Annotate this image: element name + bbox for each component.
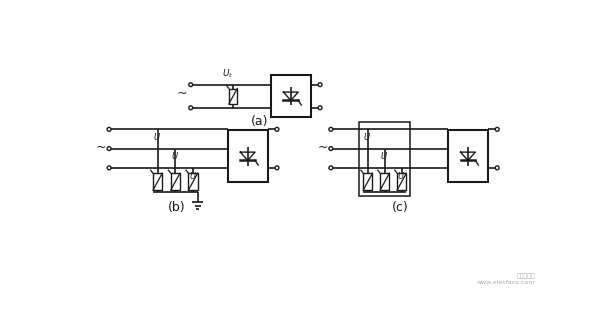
Text: U: U <box>364 133 370 142</box>
Bar <box>153 173 162 190</box>
Text: U: U <box>189 172 195 181</box>
Text: $U_t$: $U_t$ <box>222 68 234 80</box>
Text: U: U <box>172 152 178 162</box>
Text: (a): (a) <box>251 115 268 128</box>
Text: U: U <box>154 133 160 142</box>
Text: (c): (c) <box>392 201 409 215</box>
Bar <box>448 130 488 182</box>
Bar <box>363 173 373 190</box>
Bar <box>397 173 406 190</box>
Bar <box>271 75 311 117</box>
Bar <box>228 130 268 182</box>
Text: ~: ~ <box>176 87 187 100</box>
Text: ~: ~ <box>96 141 107 154</box>
Text: ~: ~ <box>318 141 329 154</box>
Text: U: U <box>398 172 404 181</box>
Bar <box>359 122 410 196</box>
Bar <box>188 173 197 190</box>
Bar <box>380 173 389 190</box>
Bar <box>171 173 180 190</box>
Text: 电子发烧友
www.elecfans.com: 电子发烧友 www.elecfans.com <box>477 273 536 285</box>
Text: (b): (b) <box>168 201 185 215</box>
Bar <box>229 89 237 104</box>
Text: U: U <box>381 152 387 162</box>
